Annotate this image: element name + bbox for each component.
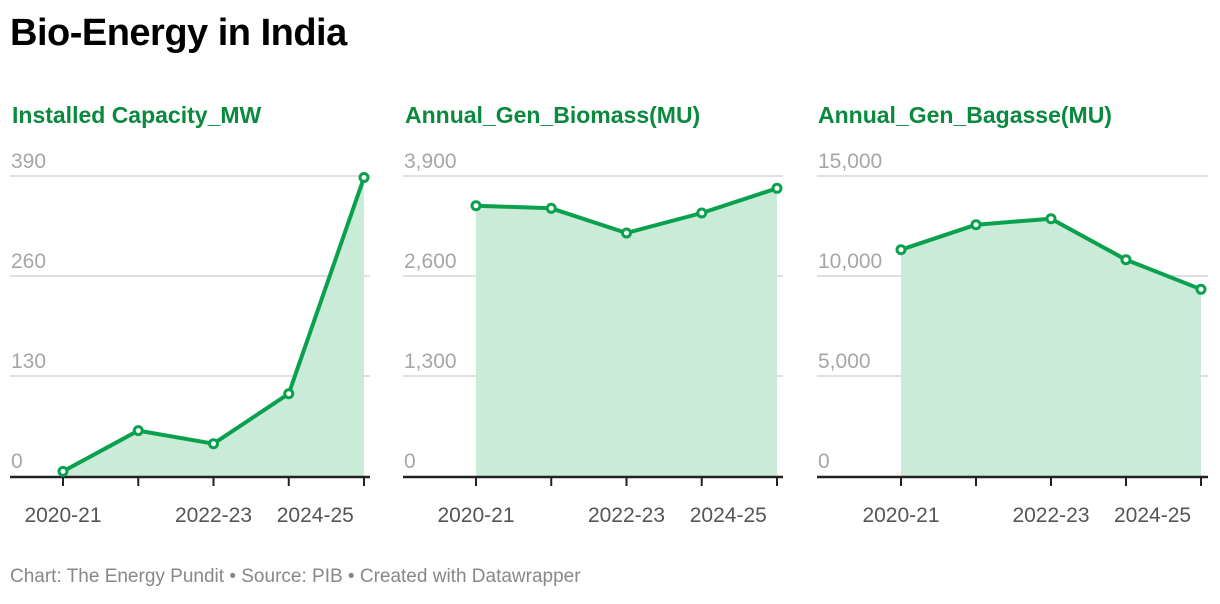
area-fill xyxy=(901,218,1201,476)
data-point-2020-21 xyxy=(57,465,69,477)
data-point-2022-23 xyxy=(621,227,632,239)
data-point-2023-24 xyxy=(696,207,708,219)
data-point-2022-23 xyxy=(208,438,219,450)
panel-title-installed-capacity: Installed Capacity_MW xyxy=(12,102,262,128)
x-tick-label: 2022-23 xyxy=(588,504,665,527)
data-point-2022-23 xyxy=(1045,213,1057,225)
x-tick-label: 2024-25 xyxy=(1114,504,1191,527)
panel-title-bagasse: Annual_Gen_Bagasse(MU) xyxy=(818,102,1112,128)
y-tick-label: 390 xyxy=(11,150,46,173)
x-tick-label: 2020-21 xyxy=(24,504,101,527)
footer-credit: Chart: The Energy Pundit • Source: PIB •… xyxy=(10,566,581,587)
x-tick-label: 2020-21 xyxy=(862,504,939,527)
data-point-2024-25 xyxy=(771,182,783,194)
x-tick-label: 2022-23 xyxy=(175,504,252,527)
data-point-2021-22 xyxy=(132,425,144,437)
data-point-2023-24 xyxy=(283,388,295,400)
area-fill xyxy=(63,177,364,477)
x-tick-label: 2022-23 xyxy=(1012,504,1089,527)
data-point-2023-24 xyxy=(1120,254,1132,266)
x-tick-label: 2024-25 xyxy=(690,504,767,527)
chart-title: Bio-Energy in India xyxy=(10,12,347,54)
y-tick-label: 2,600 xyxy=(404,250,457,273)
y-tick-label: 0 xyxy=(11,450,23,473)
area-fill xyxy=(476,188,777,477)
panel-3: 0 5,000 10,000 15,000 2020-21 2022-23 2024-25 xyxy=(817,150,1208,527)
x-tick-label: 2020-21 xyxy=(437,504,514,527)
data-point-2020-21 xyxy=(470,200,482,212)
data-point-2024-25 xyxy=(358,172,370,184)
data-point-2021-22 xyxy=(970,219,982,231)
panel-2: 0 1,300 2,600 3,900 2020-21 2022-23 2024-25 xyxy=(403,150,783,527)
y-tick-label: 130 xyxy=(11,350,46,373)
panel-title-biomass: Annual_Gen_Biomass(MU) xyxy=(405,102,701,128)
y-tick-label: 260 xyxy=(11,250,46,273)
y-tick-label: 3,900 xyxy=(404,150,457,173)
x-tick-label: 2024-25 xyxy=(277,504,354,527)
panel-1: 0 130 260 390 2020-21 2022-23 2024-25 xyxy=(10,150,370,527)
y-tick-label: 0 xyxy=(818,450,830,473)
y-tick-label: 15,000 xyxy=(818,150,882,173)
y-tick-label: 5,000 xyxy=(818,350,871,373)
data-point-2021-22 xyxy=(545,202,557,214)
y-tick-label: 10,000 xyxy=(818,250,882,273)
data-point-2020-21 xyxy=(895,244,907,256)
y-tick-label: 0 xyxy=(404,450,416,473)
y-tick-label: 1,300 xyxy=(404,350,457,373)
data-point-2024-25 xyxy=(1195,283,1207,295)
